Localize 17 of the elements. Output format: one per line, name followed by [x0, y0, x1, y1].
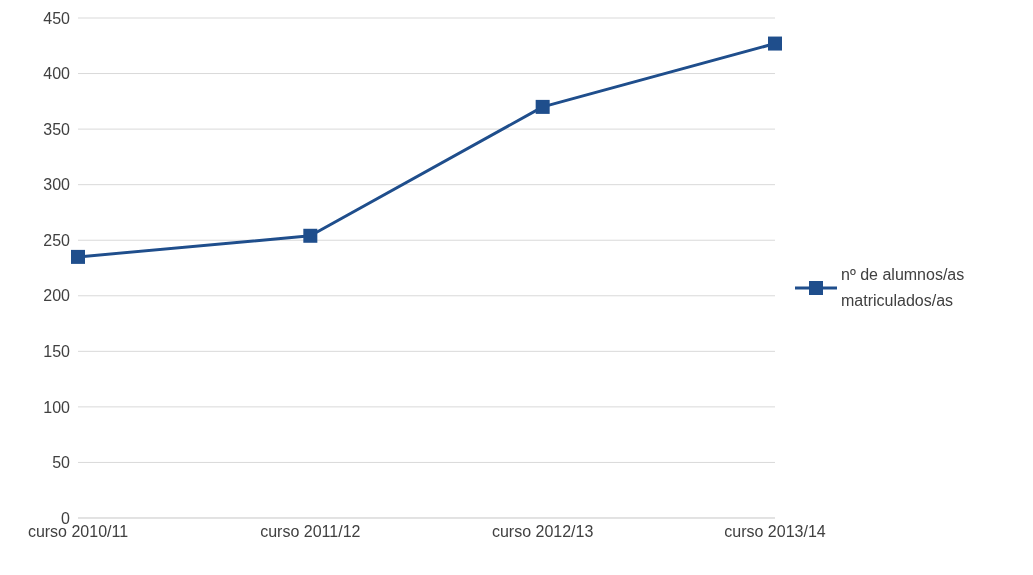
- y-tick-label: 450: [43, 9, 71, 27]
- legend-label: nº de alumnos/as matriculados/as: [841, 265, 966, 311]
- y-tick-label: 400: [43, 65, 71, 83]
- x-tick-label: curso 2012/13: [491, 523, 594, 541]
- point: [768, 36, 782, 51]
- y-tick-label: 300: [43, 176, 71, 194]
- y-tick-label: 50: [52, 454, 71, 472]
- x-tick-label: curso 2013/14: [724, 523, 826, 541]
- y-tick-label: 150: [43, 343, 71, 361]
- point: [303, 228, 318, 243]
- y-tick-label: 350: [43, 120, 71, 138]
- x-tick-label: curso 2011/12: [260, 523, 361, 541]
- point: [535, 99, 550, 114]
- y-tick-label: 200: [43, 287, 71, 305]
- y-tick-label: 100: [43, 398, 71, 416]
- y-tick-label: 250: [43, 231, 71, 249]
- point: [71, 249, 85, 264]
